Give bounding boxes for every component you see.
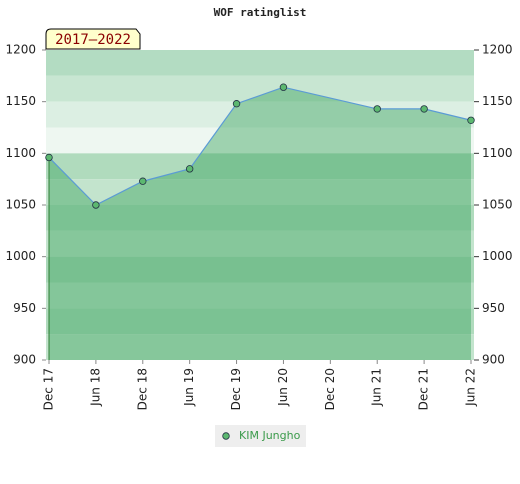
- band: [46, 50, 474, 76]
- band: [46, 127, 474, 154]
- annotation-box: [45, 28, 141, 50]
- y-tick-label: 1200: [5, 43, 36, 57]
- point: [279, 83, 288, 91]
- y-tick-label: 900: [13, 353, 36, 367]
- y2-tick-label: 950: [482, 301, 505, 315]
- legend-marker: [222, 432, 230, 440]
- band: [46, 308, 474, 335]
- x-tick-label: Jun 21: [370, 368, 384, 407]
- plot-background: [46, 50, 474, 360]
- y-tick-label: 1100: [5, 146, 36, 160]
- chart-title: WOF ratinglist: [214, 6, 307, 19]
- y-tick-label: 1050: [5, 198, 36, 212]
- band: [46, 101, 474, 128]
- band: [46, 205, 474, 231]
- point: [232, 100, 241, 108]
- y-tick-label: 1150: [5, 94, 36, 108]
- y2-tick-label: 1000: [482, 249, 513, 263]
- point: [45, 153, 53, 162]
- band: [46, 230, 474, 257]
- legend-label: KIM Jungho: [239, 429, 301, 442]
- y2-tick-label: 1100: [482, 146, 513, 160]
- point: [467, 116, 475, 124]
- y2-tick-label: 900: [482, 353, 505, 367]
- x-tick-label: Jun 19: [182, 368, 196, 407]
- y2-tick-label: 1150: [482, 94, 513, 108]
- area: [49, 87, 471, 360]
- band: [46, 179, 474, 205]
- x-tick-label: Dec 19: [229, 368, 243, 410]
- y2-tick-label: 1200: [482, 43, 513, 57]
- x-tick-label: Dec 21: [417, 368, 431, 410]
- band: [46, 282, 474, 309]
- legend-box: [215, 425, 306, 447]
- band: [46, 153, 474, 180]
- band: [46, 256, 474, 283]
- point: [92, 201, 100, 209]
- x-tick-label: Dec 17: [42, 368, 56, 410]
- point: [373, 105, 381, 113]
- band: [46, 334, 474, 360]
- x-tick-label: Jun 22: [464, 368, 478, 407]
- y-tick-label: 1000: [5, 249, 36, 263]
- annotation: 2017–2022: [55, 32, 131, 48]
- point: [185, 165, 194, 173]
- point: [139, 177, 147, 185]
- y2-tick-label: 1050: [482, 198, 513, 212]
- point: [420, 105, 428, 113]
- x-tick-label: Dec 18: [135, 368, 149, 410]
- x-tick-label: Jun 18: [88, 368, 102, 407]
- y-tick-label: 950: [13, 301, 36, 315]
- band: [46, 75, 474, 102]
- x-tick-label: Dec 20: [323, 368, 337, 410]
- x-tick-label: Jun 20: [276, 368, 290, 407]
